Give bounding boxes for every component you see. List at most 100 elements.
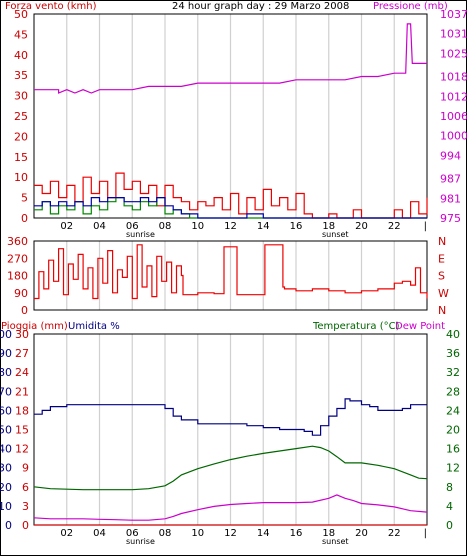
humidity-tick-label: 70 <box>0 385 12 398</box>
x-tick-label: 22 <box>388 221 401 232</box>
rain-tick-label: 9 <box>22 462 29 475</box>
wind-speed-tick-label: 15 <box>14 151 28 164</box>
wind-direction-tick-label: 90 <box>14 287 28 300</box>
wind-speed-tick-label: 50 <box>14 8 28 21</box>
rain-tick-label: 12 <box>15 443 29 456</box>
humidity-tick-label: 20 <box>0 481 12 494</box>
humidity-tick-label: 90 <box>0 347 12 360</box>
temperature-tick-label: 12 <box>446 462 460 475</box>
plot-frame <box>33 240 428 311</box>
temperature-tick-label: 36 <box>446 347 460 360</box>
pressure-tick-label: 1037 <box>440 8 467 21</box>
wind-direction-tick-label: 360 <box>7 235 28 248</box>
pressure-tick-label: 1031 <box>440 28 467 41</box>
temperature-tick-label: 8 <box>446 481 453 494</box>
humidity-tick-label: 0 <box>5 519 12 532</box>
x-tick-label: 14 <box>257 528 270 539</box>
humidity-tick-label: 60 <box>0 404 12 417</box>
x-tick-label: 02 <box>60 528 73 539</box>
temperature-tick-label: 16 <box>446 443 460 456</box>
x-tick-label: 20 <box>355 221 368 232</box>
wind-direction-tick-label: 180 <box>7 270 28 283</box>
x-tick-label: 12 <box>224 528 237 539</box>
rain-tick-label: 3 <box>22 500 29 513</box>
wind-speed-axis-title: Forza vento (kmh) <box>5 1 97 12</box>
rain-tick-label: 24 <box>15 366 29 379</box>
rain-tick-label: 15 <box>15 424 29 437</box>
humidity-axis-title: Umidita % <box>68 321 120 332</box>
rain-tick-label: 30 <box>15 328 29 341</box>
dewpoint-series-line <box>33 494 428 521</box>
x-tick-label: 06 <box>126 528 139 539</box>
pressure-tick-label: 987 <box>440 173 461 186</box>
wind-speed-tick-label: 0 <box>21 212 28 225</box>
compass-label: N <box>438 304 446 317</box>
wind-speed-tick-label: 35 <box>14 69 28 82</box>
temperature-series-line <box>33 445 428 491</box>
x-tick-label: | <box>424 221 427 232</box>
x-tick-label: 02 <box>60 221 73 232</box>
humidity-tick-label: 50 <box>0 424 12 437</box>
rain-tick-label: 27 <box>15 347 29 360</box>
rain-tick-label: 0 <box>22 519 29 532</box>
wind-mean-series-line <box>34 197 427 219</box>
pressure-tick-label: 1012 <box>440 90 467 103</box>
x-tick-label: 12 <box>224 221 237 232</box>
compass-label: E <box>438 252 445 265</box>
x-tick-label: 20 <box>355 528 368 539</box>
wind-speed-tick-label: 40 <box>14 49 28 62</box>
sunset-label: sunset <box>322 230 349 239</box>
humidity-tick-label: 40 <box>0 443 12 456</box>
wind-speed-tick-label: 10 <box>14 171 28 184</box>
pressure-tick-label: 1018 <box>440 71 467 84</box>
x-tick-label: 10 <box>191 528 204 539</box>
x-tick-label: 18 <box>322 528 335 539</box>
pressure-tick-label: 1000 <box>440 130 467 143</box>
temperature-tick-label: 28 <box>446 385 460 398</box>
chart-title: 24 hour graph day : 29 Marzo 2008 <box>172 1 350 12</box>
x-tick-label: 16 <box>290 528 303 539</box>
pressure-axis-title: Pressione (mb) <box>373 1 448 12</box>
x-tick-label: 08 <box>159 221 172 232</box>
x-tick-label: 22 <box>388 528 401 539</box>
wind-speed-tick-label: 25 <box>14 110 28 123</box>
rain-tick-label: 6 <box>22 481 29 494</box>
rain-tick-label: 18 <box>15 404 29 417</box>
wind-direction-series-line <box>34 244 428 300</box>
x-tick-label: 06 <box>126 221 139 232</box>
compass-label: S <box>438 270 445 283</box>
temperature-axis-title: Temperatura (°C) <box>313 321 400 332</box>
wind-speed-tick-label: 5 <box>21 192 28 205</box>
temperature-tick-label: 0 <box>446 519 453 532</box>
temperature-tick-label: 20 <box>446 424 460 437</box>
wind-speed-tick-label: 45 <box>14 28 28 41</box>
humidity-tick-label: 80 <box>0 366 12 379</box>
compass-label: N <box>438 235 446 248</box>
x-tick-label: 04 <box>93 221 106 232</box>
dewpoint-axis-title: Dew Point <box>395 321 446 332</box>
x-tick-label: 04 <box>93 528 106 539</box>
x-tick-label: 16 <box>290 221 303 232</box>
pressure-tick-label: 1006 <box>440 110 467 123</box>
rain-tick-label: 21 <box>15 385 29 398</box>
wind-gust-series-line <box>34 172 428 219</box>
pressure-series-line <box>34 23 427 94</box>
humidity-tick-label: 30 <box>0 462 12 475</box>
humidity-series-line <box>34 398 427 436</box>
x-tick-label: 08 <box>159 528 172 539</box>
x-tick-label: | <box>424 528 427 539</box>
pressure-tick-label: 1025 <box>440 47 467 60</box>
wind-direction-tick-label: 270 <box>7 252 28 265</box>
wind-speed-tick-label: 30 <box>14 90 28 103</box>
temperature-tick-label: 24 <box>446 404 460 417</box>
humidity-tick-label: 10 <box>0 500 12 513</box>
x-tick-label: 10 <box>191 221 204 232</box>
pressure-tick-label: 975 <box>440 212 461 225</box>
sunrise-label: sunrise <box>126 230 155 239</box>
humidity-tick-label: 100 <box>0 328 12 341</box>
x-tick-label: 14 <box>257 221 270 232</box>
sunset-label: sunset <box>322 537 349 546</box>
